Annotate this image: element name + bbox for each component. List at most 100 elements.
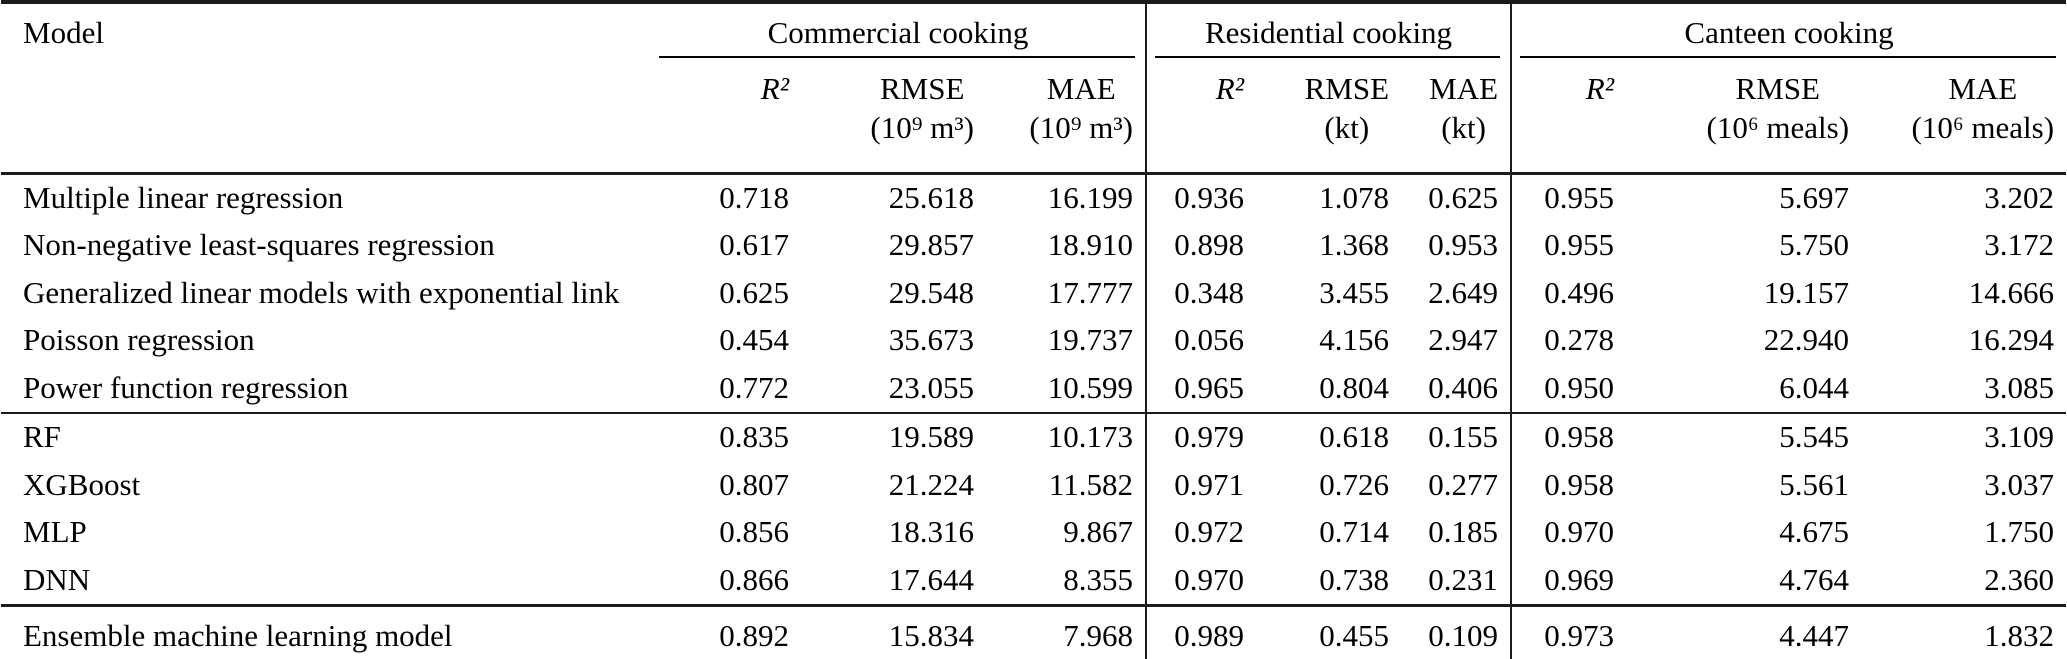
metric-cell: 3.202 bbox=[1984, 179, 2055, 215]
model-name-cell: DNN bbox=[23, 561, 91, 597]
metric-cell: 0.454 bbox=[719, 322, 789, 358]
column-header-mae-canteen: MAE (10⁶ meals) bbox=[1861, 58, 2066, 173]
metric-cell: 0.958 bbox=[1510, 413, 1627, 462]
model-name-cell: Multiple linear regression bbox=[23, 179, 344, 215]
metric-cell: 17.644 bbox=[888, 561, 974, 597]
metric-cell: 0.278 bbox=[1510, 317, 1627, 365]
metric-cell: 0.625 bbox=[1428, 179, 1499, 215]
metric-cell: 0.972 bbox=[1145, 509, 1257, 557]
metric-cell: 0.155 bbox=[1428, 419, 1499, 455]
column-header-r2-commercial: R² bbox=[651, 58, 801, 173]
metric-cell: 0.617 bbox=[719, 227, 789, 263]
metric-cell: 0.109 bbox=[1428, 618, 1499, 654]
model-name-cell: XGBoost bbox=[23, 466, 141, 502]
metric-cell: 0.772 bbox=[719, 369, 789, 405]
metric-label: RMSE bbox=[879, 71, 965, 106]
metric-cell: 0.348 bbox=[1145, 269, 1257, 318]
metric-label: RMSE bbox=[1304, 71, 1390, 106]
metric-cell: 0.726 bbox=[1319, 466, 1390, 502]
metric-cell: 3.085 bbox=[1984, 369, 2055, 405]
table-row: Poisson regression 0.454 35.673 19.737 0… bbox=[1, 317, 2066, 365]
table-header: Model Commercial cooking Residential coo… bbox=[1, 2, 2067, 173]
metric-cell: 35.673 bbox=[888, 322, 974, 358]
column-header-r2-canteen: R² bbox=[1510, 58, 1627, 173]
metric-cell: 18.910 bbox=[1047, 227, 1134, 263]
metric-cell: 19.737 bbox=[1047, 322, 1134, 358]
column-header-rmse-canteen: RMSE (10⁶ meals) bbox=[1626, 58, 1861, 173]
metric-cell: 17.777 bbox=[1047, 274, 1134, 310]
table-row: XGBoost 0.807 21.224 11.582 0.971 0.726 … bbox=[1, 461, 2066, 510]
column-header-rmse-residential: RMSE (kt) bbox=[1256, 58, 1401, 173]
table-row: RF 0.835 19.589 10.173 0.979 0.618 0.155… bbox=[1, 413, 2066, 462]
metric-cell: 0.973 bbox=[1510, 605, 1627, 659]
metric-cell: 0.892 bbox=[719, 618, 789, 654]
table-row: Ensemble machine learning model 0.892 15… bbox=[1, 605, 2066, 659]
metric-label: MAE bbox=[1046, 71, 1116, 106]
metric-cell: 0.970 bbox=[1510, 509, 1627, 557]
metric-cell: 0.807 bbox=[719, 466, 789, 502]
column-header-mae-residential: MAE (kt) bbox=[1401, 58, 1511, 173]
model-column-header: Model bbox=[23, 15, 104, 50]
group-header-commercial: Commercial cooking bbox=[651, 2, 1146, 58]
metric-cell: 29.857 bbox=[888, 227, 974, 263]
metric-cell: 19.157 bbox=[1763, 274, 1850, 310]
metric-cell: 5.545 bbox=[1779, 419, 1850, 455]
unit-label: (10⁶ meals) bbox=[1911, 109, 2055, 145]
metric-cell: 7.968 bbox=[1063, 618, 1134, 654]
metric-cell: 6.044 bbox=[1779, 369, 1850, 405]
metric-cell: 3.455 bbox=[1319, 274, 1390, 310]
metric-cell: 0.625 bbox=[719, 274, 789, 310]
metric-label: R² bbox=[1215, 71, 1245, 106]
metric-cell: 18.316 bbox=[888, 514, 974, 550]
metric-cell: 15.834 bbox=[888, 618, 974, 654]
unit-label: (kt) bbox=[1441, 109, 1486, 145]
metric-cell: 4.447 bbox=[1779, 618, 1850, 654]
metric-cell: 21.224 bbox=[888, 466, 974, 502]
metric-cell: 0.618 bbox=[1319, 419, 1390, 455]
metric-cell: 3.172 bbox=[1984, 227, 2055, 263]
metric-cell: 0.971 bbox=[1145, 461, 1257, 510]
metric-cell: 2.947 bbox=[1428, 322, 1499, 358]
metric-cell: 11.582 bbox=[1048, 466, 1134, 502]
model-name-cell: RF bbox=[23, 419, 61, 455]
unit-label: (10⁶ meals) bbox=[1706, 109, 1850, 145]
metric-cell: 1.368 bbox=[1319, 227, 1390, 263]
metric-cell: 25.618 bbox=[888, 179, 974, 215]
metric-label: RMSE bbox=[1735, 71, 1820, 106]
metric-cell: 5.561 bbox=[1779, 466, 1850, 502]
metric-cell: 22.940 bbox=[1763, 322, 1850, 358]
section-machine-learning-models: RF 0.835 19.589 10.173 0.979 0.618 0.155… bbox=[1, 413, 2067, 606]
model-name-cell: MLP bbox=[23, 514, 87, 550]
model-name-cell: Power function regression bbox=[23, 369, 349, 405]
metric-cell: 10.173 bbox=[1047, 419, 1134, 455]
model-name-cell: Non-negative least-squares regression bbox=[23, 227, 495, 263]
column-header-rmse-commercial: RMSE (10⁹ m³) bbox=[801, 58, 986, 173]
group-header-residential: Residential cooking bbox=[1145, 2, 1512, 58]
section-ensemble-model: Ensemble machine learning model 0.892 15… bbox=[1, 605, 2067, 659]
metric-cell: 16.199 bbox=[1047, 179, 1134, 215]
table-row: Non-negative least-squares regression 0.… bbox=[1, 222, 2066, 270]
metric-cell: 1.832 bbox=[1984, 618, 2055, 654]
metric-cell: 0.406 bbox=[1428, 369, 1499, 405]
section-statistical-models: Multiple linear regression 0.718 25.618 … bbox=[1, 173, 2066, 414]
metric-label: R² bbox=[760, 71, 789, 106]
metric-cell: 3.109 bbox=[1984, 419, 2055, 455]
metric-label: R² bbox=[1585, 71, 1615, 106]
metric-cell: 0.955 bbox=[1510, 222, 1627, 270]
metric-label: MAE bbox=[1429, 71, 1499, 106]
metric-cell: 0.835 bbox=[719, 419, 789, 455]
column-header-mae-commercial: MAE (10⁹ m³) bbox=[986, 58, 1146, 173]
metric-cell: 1.750 bbox=[1984, 514, 2055, 550]
metric-cell: 2.360 bbox=[1984, 561, 2055, 597]
model-name-cell: Generalized linear models with exponenti… bbox=[23, 274, 620, 310]
metric-cell: 0.231 bbox=[1428, 561, 1499, 597]
metric-cell: 16.294 bbox=[1968, 322, 2055, 358]
metric-header-row: R² RMSE (10⁹ m³) MAE (10⁹ m³) R² RMSE (kt) … bbox=[1, 58, 2066, 173]
metric-cell: 23.055 bbox=[888, 369, 974, 405]
metric-cell: 0.965 bbox=[1145, 364, 1257, 414]
table-row: Generalized linear models with exponenti… bbox=[1, 269, 2066, 318]
metric-cell: 0.277 bbox=[1428, 466, 1499, 502]
metric-cell: 0.936 bbox=[1145, 173, 1257, 223]
